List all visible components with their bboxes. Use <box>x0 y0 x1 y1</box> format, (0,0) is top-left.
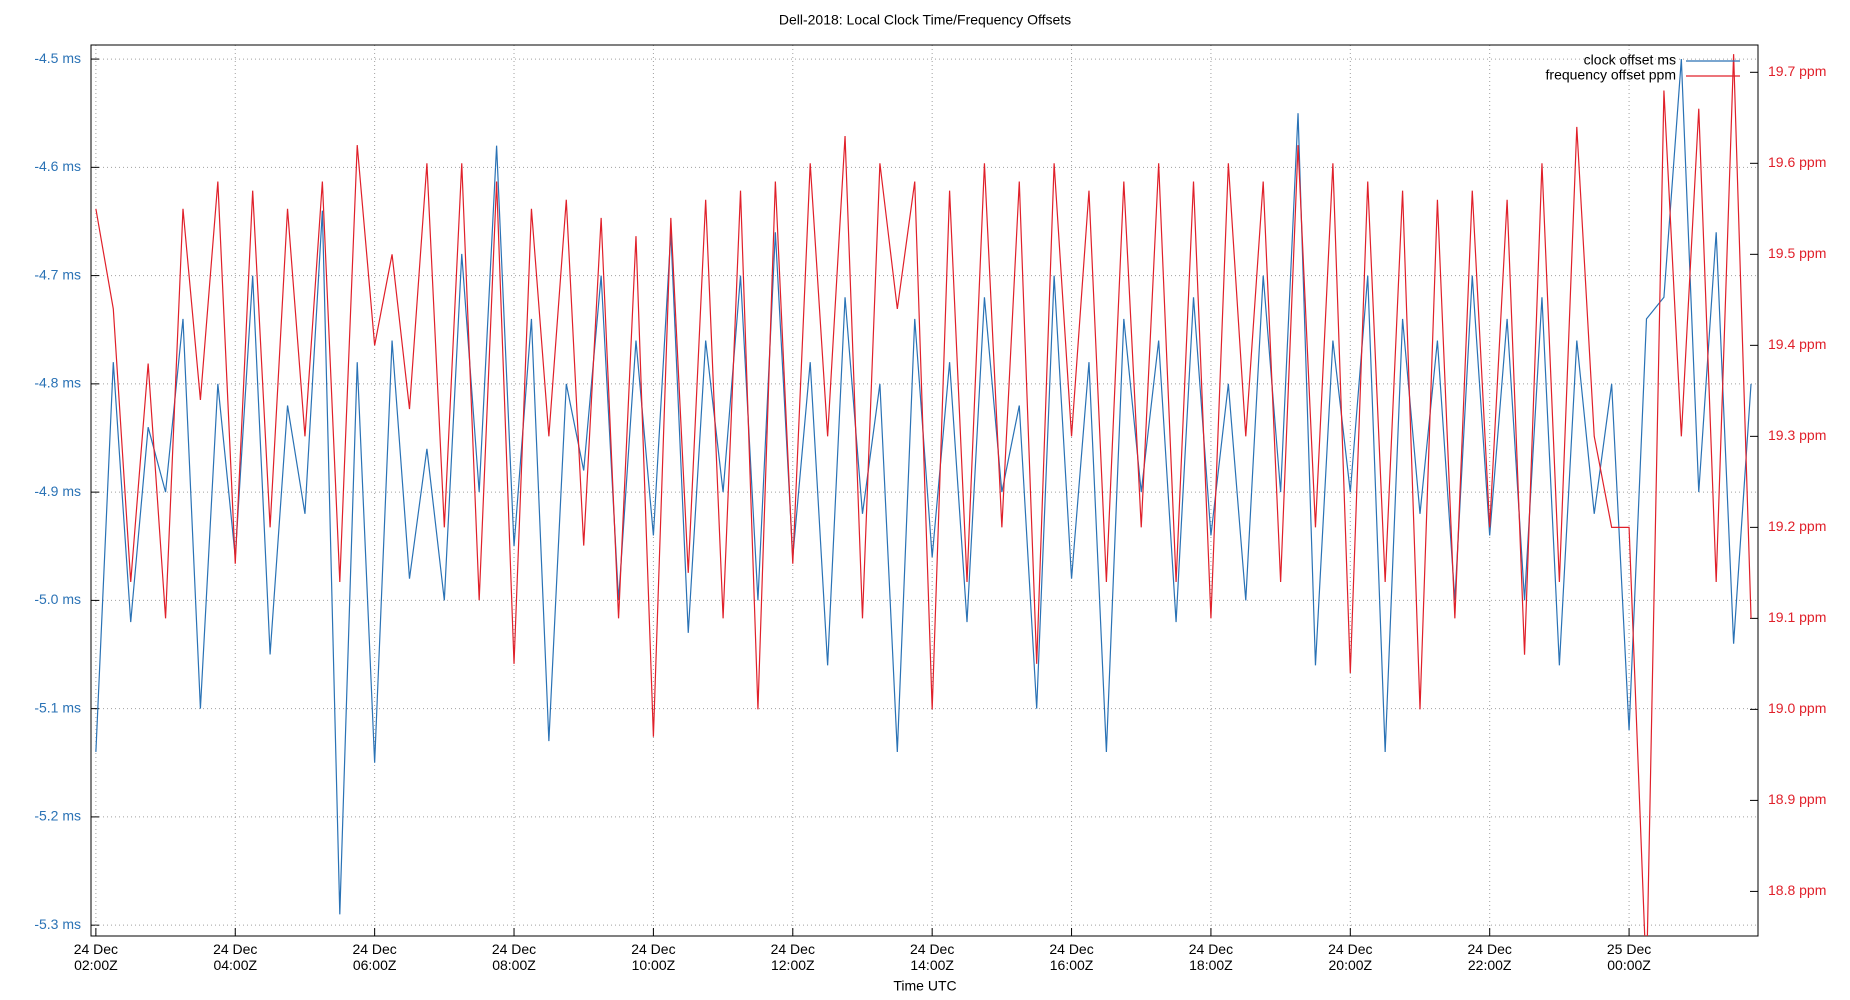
y2-tick-label: 19.5 ppm <box>1768 245 1826 261</box>
x-tick-label: 25 Dec 00:00Z <box>1607 941 1651 973</box>
y2-tick-label: 19.1 ppm <box>1768 609 1826 625</box>
legend-label: clock offset ms <box>1584 52 1676 68</box>
x-tick-label: 24 Dec 06:00Z <box>352 941 396 973</box>
y2-tick-label: 18.8 ppm <box>1768 882 1826 898</box>
y2-tick-label: 19.4 ppm <box>1768 336 1826 352</box>
y2-tick-label: 19.6 ppm <box>1768 154 1826 170</box>
x-tick-label: 24 Dec 10:00Z <box>631 941 675 973</box>
y-tick-label: -5.0 ms <box>34 591 81 607</box>
chart-title: Dell-2018: Local Clock Time/Frequency Of… <box>779 12 1071 28</box>
y-tick-label: -4.6 ms <box>34 158 81 174</box>
y-tick-label: -5.3 ms <box>34 916 81 932</box>
x-axis-title: Time UTC <box>893 978 956 994</box>
y2-tick-label: 18.9 ppm <box>1768 791 1826 807</box>
y2-tick-label: 19.0 ppm <box>1768 700 1826 716</box>
x-tick-label: 24 Dec 18:00Z <box>1189 941 1233 973</box>
x-tick-label: 24 Dec 22:00Z <box>1468 941 1512 973</box>
y-tick-label: -5.2 ms <box>34 808 81 824</box>
x-tick-label: 24 Dec 04:00Z <box>213 941 257 973</box>
y2-tick-label: 19.3 ppm <box>1768 427 1826 443</box>
y-tick-label: -4.7 ms <box>34 266 81 282</box>
x-tick-label: 24 Dec 08:00Z <box>492 941 536 973</box>
data-line <box>95 54 1752 936</box>
x-tick-label: 24 Dec 12:00Z <box>771 941 815 973</box>
x-tick-label: 24 Dec 20:00Z <box>1328 941 1372 973</box>
plot-frame <box>90 44 1759 937</box>
legend-label: frequency offset ppm <box>1546 67 1676 83</box>
x-tick-label: 24 Dec 16:00Z <box>1049 941 1093 973</box>
y2-tick-label: 19.7 ppm <box>1768 63 1826 79</box>
plot-area <box>95 54 1752 936</box>
y-tick-label: -4.9 ms <box>34 483 81 499</box>
y-tick-label: -4.5 ms <box>34 50 81 66</box>
x-tick-label: 24 Dec 02:00Z <box>74 941 118 973</box>
y-tick-label: -5.1 ms <box>34 699 81 715</box>
y2-tick-label: 19.2 ppm <box>1768 518 1826 534</box>
y-tick-label: -4.8 ms <box>34 375 81 391</box>
x-tick-label: 24 Dec 14:00Z <box>910 941 954 973</box>
